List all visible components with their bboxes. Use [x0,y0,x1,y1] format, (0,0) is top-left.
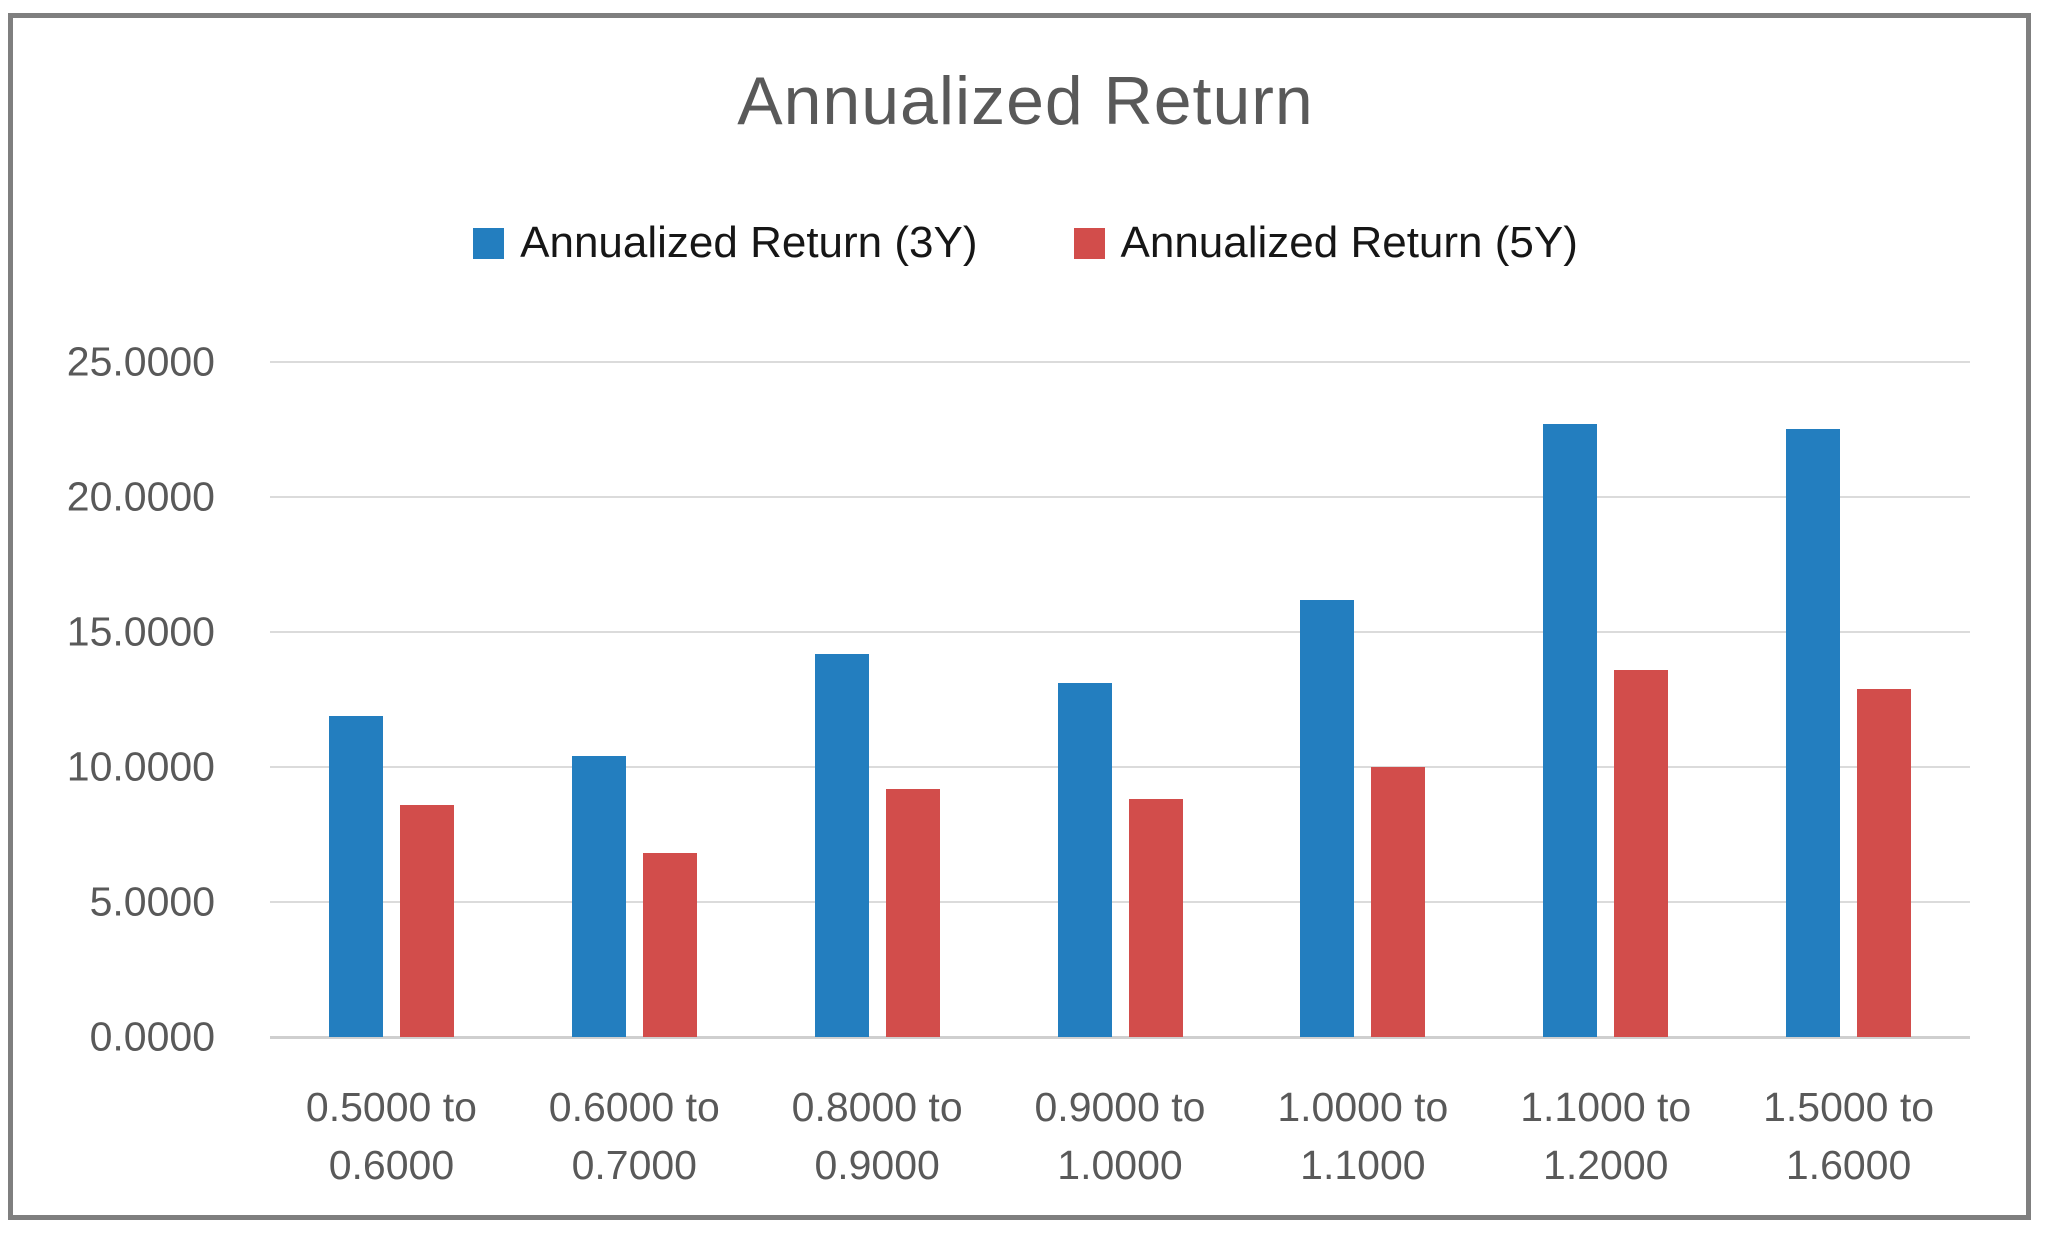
bar-group [513,362,756,1037]
bar-3y [328,716,383,1037]
legend-label-3y: Annualized Return (3Y) [520,218,978,267]
gridline [270,496,1970,498]
bar-3y [814,654,869,1037]
bar-5y [642,853,697,1037]
bar-5y [399,805,454,1037]
legend-swatch-3y-icon [473,227,505,259]
legend-swatch-5y-icon [1073,227,1105,259]
y-axis: 25.0000 20.0000 15.0000 10.0000 5.0000 0.0000 [0,0,215,1247]
plot-area [270,361,1970,1039]
bar-group [999,362,1242,1037]
x-axis: 0.5000 to 0.6000 0.6000 to 0.7000 0.8000 to 0… [270,1078,1970,1194]
bar-group [1484,362,1727,1037]
legend-item-3y: Annualized Return (3Y) [473,218,978,268]
x-axis-category-label: 0.8000 to 0.9000 [791,1084,963,1188]
gridline [270,361,1970,363]
bar-5y [1614,670,1669,1037]
bar-3y [1786,429,1841,1037]
bar-5y [885,789,940,1037]
x-axis-line [270,1036,1970,1039]
y-axis-tick-label: 0.0000 [89,1013,215,1060]
bar-3y [1543,424,1598,1037]
legend-label-5y: Annualized Return (5Y) [1120,218,1578,267]
legend: Annualized Return (3Y) Annualized Return… [0,218,2051,268]
bar-series [270,362,1970,1037]
y-axis-tick-label: 15.0000 [66,608,215,655]
bar-3y [571,756,626,1037]
bar-5y [1857,689,1912,1037]
x-axis-category-label: 0.9000 to 1.0000 [1034,1084,1206,1188]
bar-group [756,362,999,1037]
bar-3y [1300,600,1355,1037]
bar-group [270,362,513,1037]
y-axis-tick-label: 10.0000 [66,743,215,790]
x-axis-category-label: 0.5000 to 0.6000 [305,1084,477,1188]
x-axis-category-label: 1.0000 to 1.1000 [1277,1084,1449,1188]
y-axis-tick-label: 25.0000 [66,338,215,385]
gridline [270,766,1970,768]
bar-3y [1057,683,1112,1037]
x-axis-category-label: 1.1000 to 1.2000 [1520,1084,1692,1188]
gridline [270,901,1970,903]
y-axis-tick-label: 20.0000 [66,473,215,520]
bar-group [1241,362,1484,1037]
bar-group [1727,362,1970,1037]
bar-5y [1371,767,1426,1037]
x-axis-category-label: 1.5000 to 1.6000 [1763,1084,1935,1188]
x-axis-category-label: 0.6000 to 0.7000 [548,1084,720,1188]
chart-title: Annualized Return [737,63,1314,139]
y-axis-tick-label: 5.0000 [89,878,215,925]
bar-5y [1128,799,1183,1037]
legend-item-5y: Annualized Return (5Y) [1073,218,1578,268]
gridline [270,631,1970,633]
